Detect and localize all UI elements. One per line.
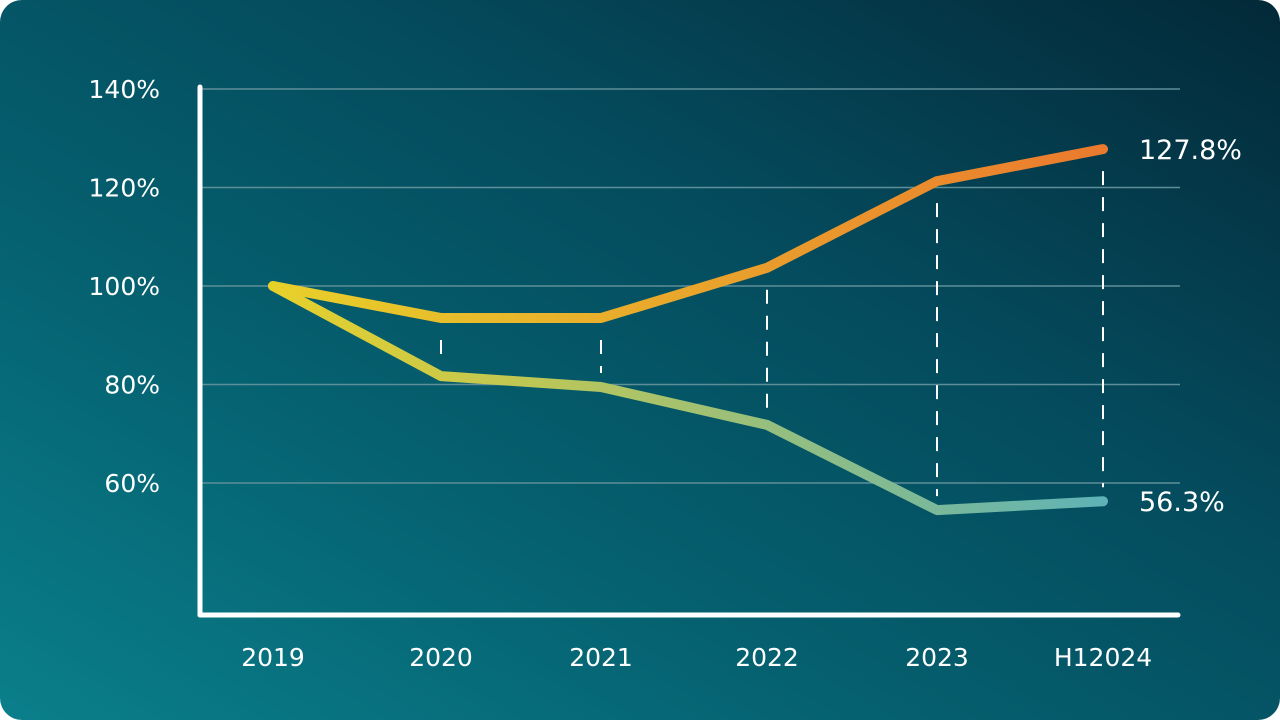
- y-tick-label: 120%: [89, 174, 160, 203]
- y-tick-label: 140%: [89, 75, 160, 104]
- x-tick-label: 2023: [905, 643, 969, 672]
- y-tick-label: 60%: [104, 469, 160, 498]
- x-tick-label: 2021: [569, 643, 633, 672]
- x-tick-label: 2022: [735, 643, 799, 672]
- y-tick-label: 80%: [104, 371, 160, 400]
- x-tick-label: 2020: [409, 643, 473, 672]
- x-tick-label: 2019: [241, 643, 305, 672]
- end-value-label: 56.3%: [1139, 487, 1225, 518]
- series-line-lower: [268, 281, 1108, 516]
- end-value-label: 127.8%: [1139, 135, 1242, 166]
- y-tick-label: 100%: [89, 272, 160, 301]
- x-tick-label: H12024: [1054, 643, 1152, 672]
- series-line-upper: [268, 144, 1108, 324]
